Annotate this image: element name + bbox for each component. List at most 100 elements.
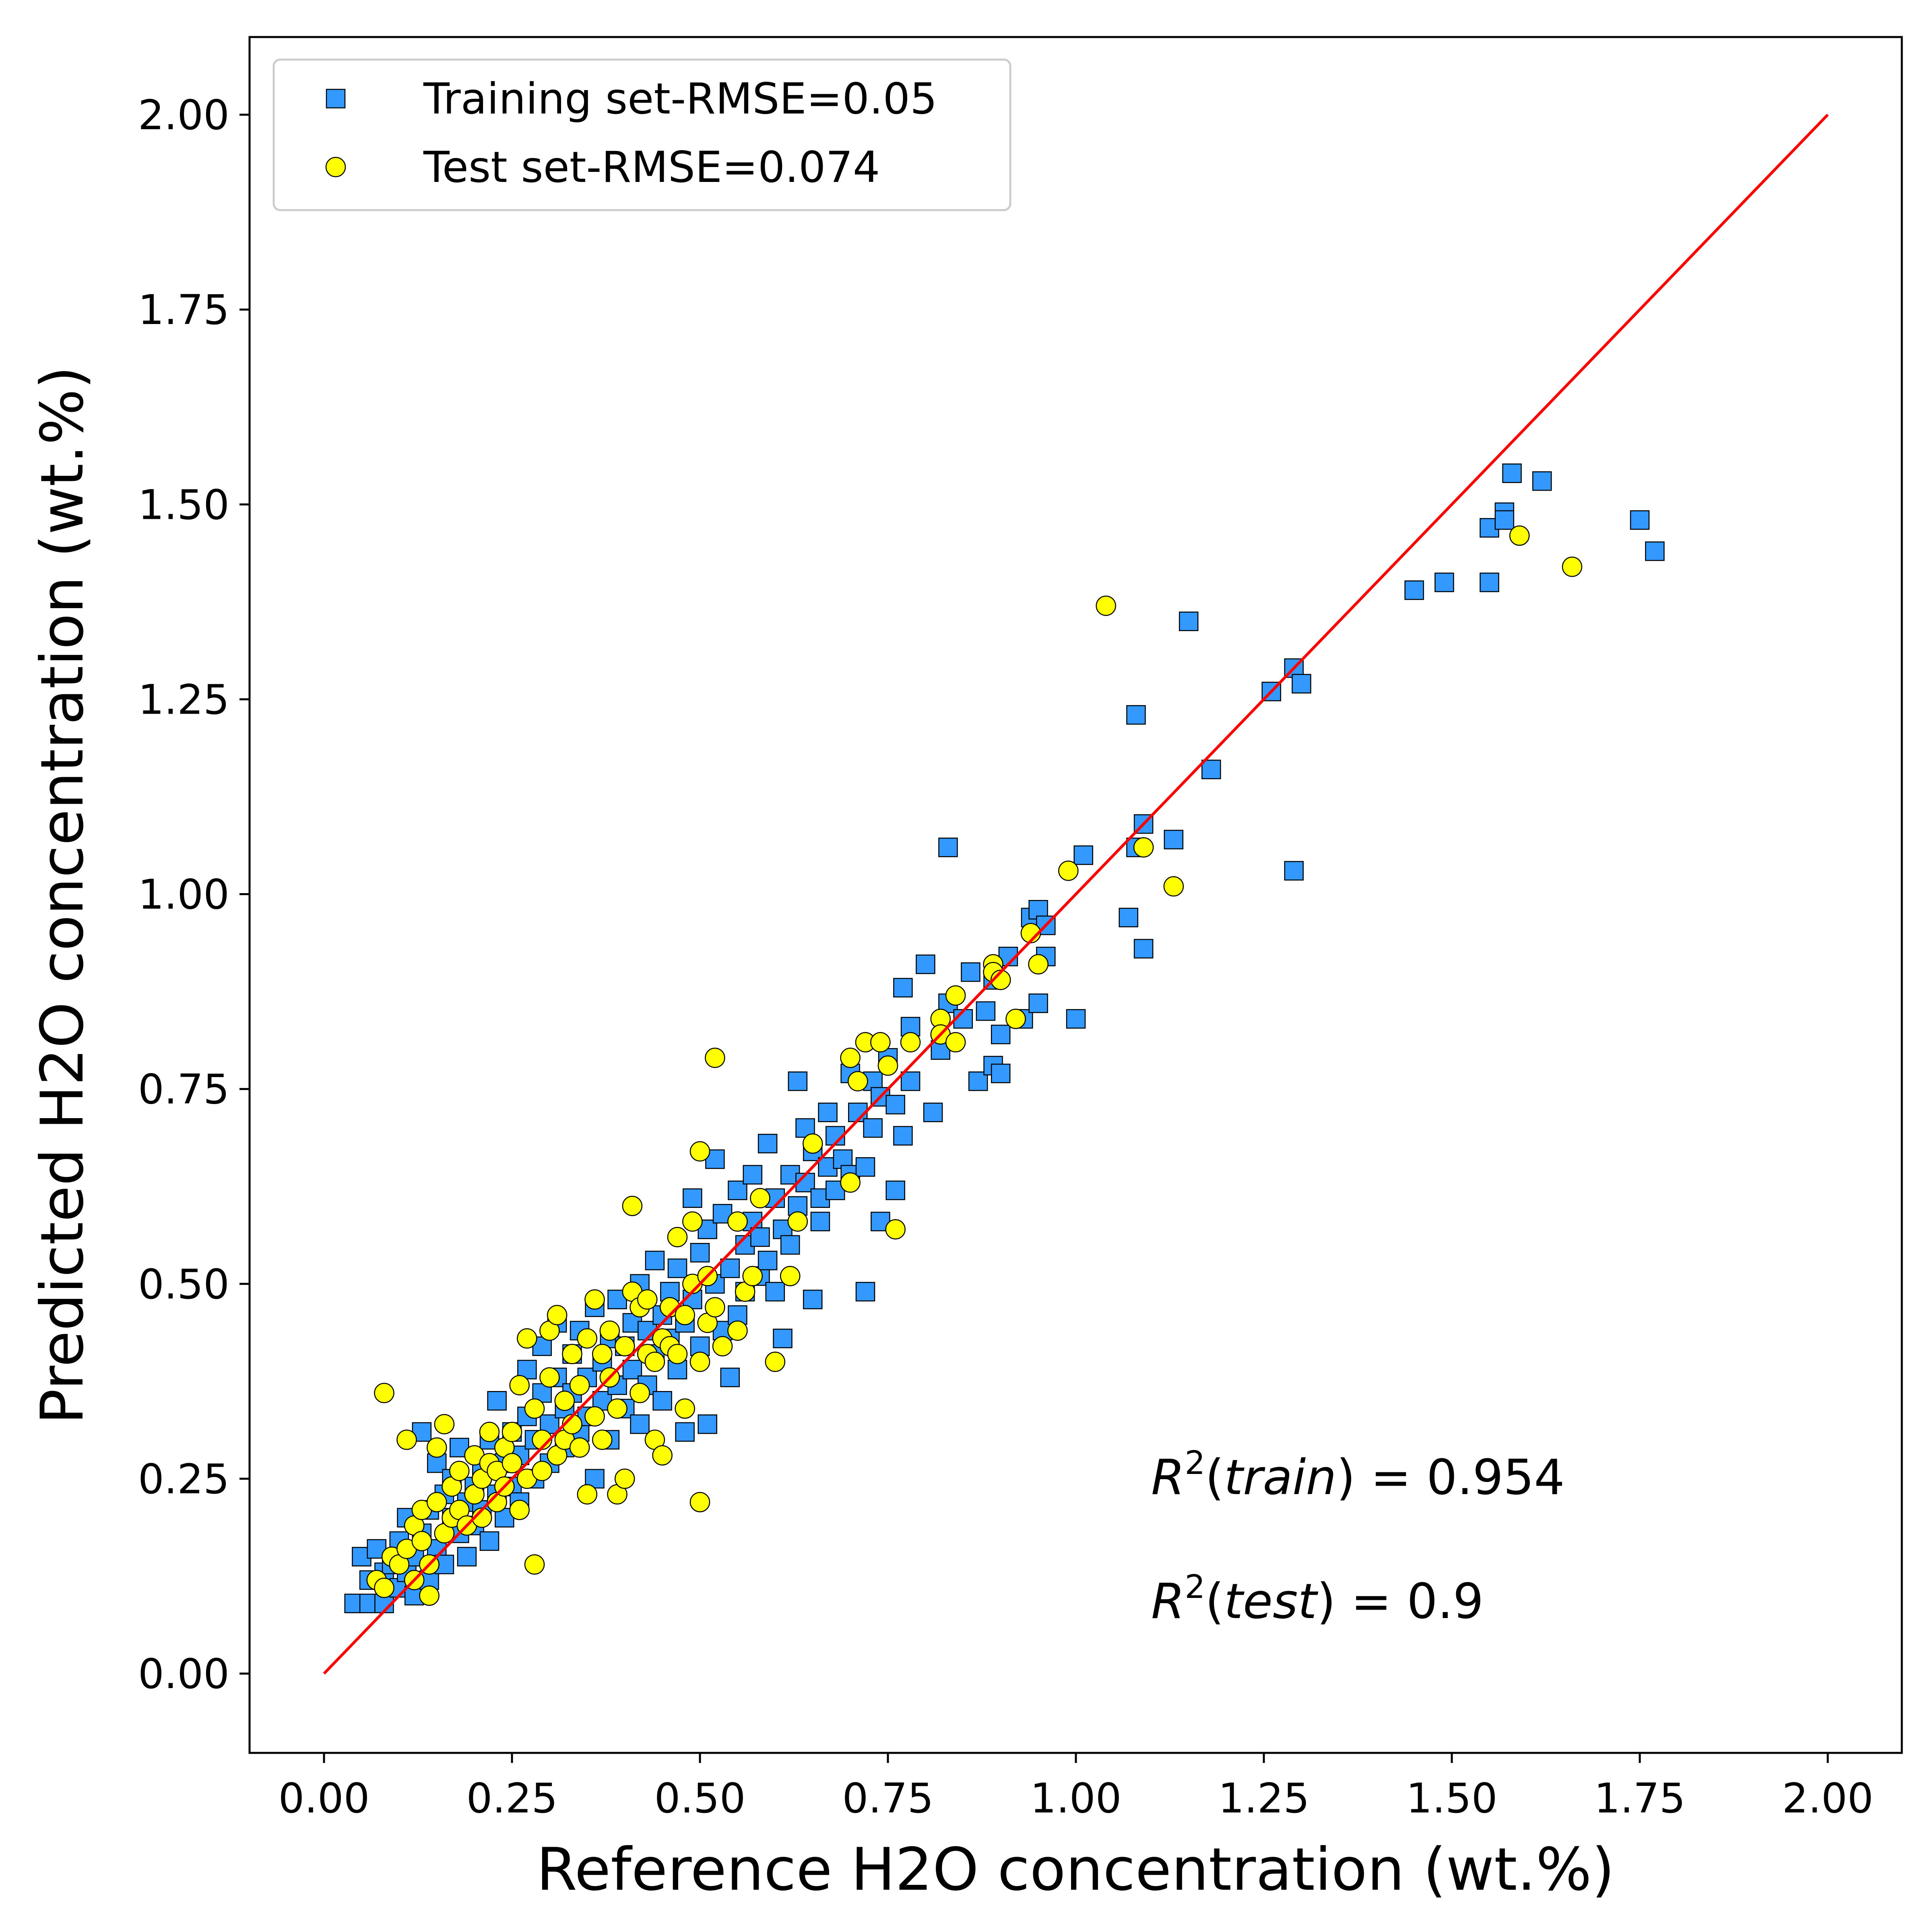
test-point (509, 1375, 530, 1395)
training-point (886, 1181, 905, 1200)
training-point (1435, 572, 1454, 592)
r2-test-arg: test (1224, 1574, 1318, 1630)
test-point (374, 1383, 394, 1404)
y-tick-label: 0.50 (138, 1261, 229, 1309)
test-point (1058, 861, 1079, 881)
test-point (1562, 556, 1583, 577)
y-tick-label: 1.50 (138, 481, 229, 529)
test-point (840, 1047, 861, 1068)
test-point (750, 1188, 770, 1208)
training-point (991, 1024, 1011, 1044)
test-point (652, 1445, 673, 1466)
test-point (675, 1305, 695, 1325)
x-tick-group: 0.00 0.25 0.50 0.75 1.00 1.25 1.50 1.75 2.00 (278, 1753, 1874, 1823)
test-point (569, 1375, 590, 1395)
r2-train-var: R (1151, 1450, 1185, 1506)
training-point (1028, 993, 1048, 1013)
training-point (968, 1071, 988, 1091)
training-point (712, 1204, 733, 1224)
training-point (923, 1102, 943, 1122)
x-tick-label: 0.25 (466, 1775, 557, 1823)
test-point (539, 1367, 560, 1388)
training-point (698, 1414, 717, 1434)
x-tick-label: 1.00 (1030, 1775, 1121, 1823)
test-series (366, 525, 1583, 1606)
test-point (667, 1344, 688, 1364)
test-point (509, 1500, 530, 1520)
test-point (1133, 837, 1154, 858)
test-point (689, 1352, 710, 1372)
x-tick-label: 0.50 (654, 1775, 745, 1823)
test-point (727, 1320, 748, 1341)
test-point (562, 1344, 582, 1364)
r2-train-arg: train (1224, 1450, 1336, 1506)
training-point (900, 1071, 921, 1091)
test-point (682, 1211, 703, 1232)
training-point (1164, 830, 1184, 850)
test-point (524, 1554, 545, 1575)
test-point (374, 1577, 394, 1598)
x-tick-label: 0.00 (278, 1775, 369, 1823)
test-point (524, 1398, 545, 1419)
training-point (1645, 541, 1665, 561)
test-point (870, 1032, 891, 1053)
test-point (644, 1352, 665, 1372)
test-point (411, 1531, 432, 1552)
training-point (720, 1258, 740, 1278)
training-point (1292, 674, 1311, 694)
training-point (938, 838, 958, 857)
test-point (780, 1266, 801, 1286)
test-point (675, 1398, 695, 1419)
y-axis-label: Predicted H2O concentration (wt.%) (28, 366, 97, 1424)
legend-label-test: Test set-RMSE=0.074 (423, 142, 880, 192)
training-point (1532, 471, 1552, 491)
training-point (810, 1212, 830, 1232)
training-point (667, 1258, 687, 1278)
test-point (577, 1328, 598, 1349)
training-point (652, 1391, 672, 1411)
test-point (1096, 595, 1116, 616)
training-point (1404, 580, 1424, 600)
training-point (720, 1367, 740, 1387)
training-point (675, 1422, 695, 1442)
training-point (479, 1531, 500, 1551)
test-point (900, 1032, 921, 1053)
test-point (945, 1032, 966, 1053)
test-point (502, 1453, 522, 1474)
training-point (487, 1391, 507, 1411)
training-point (855, 1282, 875, 1302)
r2-train-value: 0.954 (1426, 1450, 1565, 1506)
test-point (449, 1461, 470, 1481)
test-point (517, 1328, 537, 1349)
training-point (1066, 1009, 1086, 1029)
y-tick-label: 0.75 (138, 1066, 229, 1114)
reference-line (323, 114, 1829, 1675)
legend-circle-marker (325, 157, 346, 178)
test-point (1028, 954, 1049, 975)
test-point (840, 1172, 861, 1193)
test-point (1509, 525, 1530, 546)
test-point (584, 1289, 605, 1310)
training-point (1630, 510, 1650, 530)
training-point (743, 1165, 763, 1185)
y-tick-label: 0.25 (138, 1455, 229, 1503)
training-point (893, 1126, 913, 1146)
test-point (705, 1047, 725, 1068)
y-tick-group: 0.00 0.25 0.50 0.75 1.00 1.25 1.50 1.75 2.00 (138, 91, 250, 1698)
test-point (554, 1390, 575, 1411)
training-point (1073, 845, 1093, 865)
training-point (1133, 939, 1154, 959)
legend-box (272, 58, 1011, 211)
y-tick-label: 2.00 (138, 91, 229, 139)
training-point (773, 1329, 793, 1348)
test-point (885, 1219, 906, 1240)
training-point (1480, 572, 1499, 592)
training-point (758, 1251, 778, 1270)
r2-test-annotation: R2(test) = 0.9 (1151, 1568, 1484, 1630)
test-point (569, 1437, 590, 1458)
test-point (667, 1227, 688, 1247)
test-point (434, 1414, 455, 1435)
training-point (803, 1290, 823, 1309)
test-point (1163, 876, 1184, 897)
test-point (787, 1211, 808, 1232)
